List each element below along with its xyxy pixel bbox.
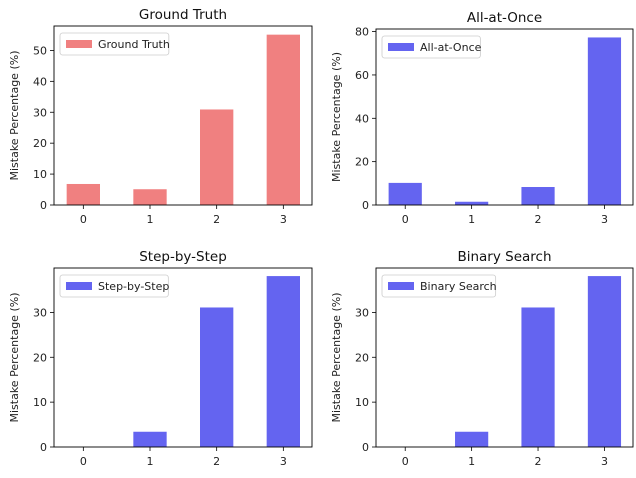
legend-swatch (66, 40, 92, 48)
bar (266, 276, 300, 447)
y-tick-label: 0 (40, 441, 47, 454)
legend: Step-by-Step (59, 274, 169, 298)
x-tick-label: 0 (402, 455, 409, 468)
y-tick-label: 80 (355, 26, 369, 39)
legend-box (59, 32, 170, 56)
y-axis-label: Mistake Percentage (%) (8, 293, 21, 423)
y-tick-label: 60 (355, 69, 369, 82)
x-tick-label: 3 (601, 213, 608, 226)
legend-swatch (388, 282, 414, 290)
subplot-title: All-at-Once (467, 10, 542, 26)
x-tick-label: 0 (80, 213, 87, 226)
legend: Ground Truth (59, 32, 170, 56)
y-tick-label: 30 (33, 306, 47, 319)
legend: All-at-Once (381, 35, 482, 59)
legend: Binary Search (381, 274, 497, 298)
bar (266, 34, 300, 205)
x-tick-label: 1 (147, 455, 154, 468)
x-tick-label: 3 (280, 213, 287, 226)
legend-label: All-at-Once (420, 41, 482, 54)
bar (133, 431, 167, 447)
y-tick-label: 20 (33, 137, 47, 150)
x-tick-label: 2 (213, 213, 220, 226)
legend-label: Ground Truth (98, 38, 170, 51)
legend-label: Step-by-Step (98, 280, 169, 293)
bar (455, 201, 489, 205)
y-tick-label: 20 (33, 351, 47, 364)
y-tick-label: 10 (33, 168, 47, 181)
legend-swatch (388, 43, 414, 51)
bar (200, 307, 234, 447)
y-tick-label: 50 (33, 44, 47, 57)
subplot-title: Step-by-Step (139, 249, 227, 265)
x-tick-label: 1 (468, 455, 475, 468)
y-tick-label: 0 (40, 199, 47, 212)
y-axis-label: Mistake Percentage (%) (330, 52, 343, 182)
x-tick-label: 0 (402, 213, 409, 226)
x-tick-label: 3 (280, 455, 287, 468)
y-tick-label: 40 (33, 75, 47, 88)
x-tick-label: 2 (213, 455, 220, 468)
x-tick-label: 3 (601, 455, 608, 468)
bar (521, 187, 555, 205)
x-tick-label: 2 (535, 455, 542, 468)
bar (66, 183, 100, 205)
x-tick-label: 0 (80, 455, 87, 468)
y-tick-label: 40 (355, 112, 369, 125)
bar (388, 182, 422, 205)
subplot-1: 0 1 2 3 0 20 40 60 80 All-at-Once Mistake Percenta… (330, 10, 634, 226)
legend-box (381, 274, 497, 298)
legend-swatch (66, 282, 92, 290)
bar (200, 109, 234, 205)
y-axis-label: Mistake Percentage (%) (330, 293, 343, 423)
x-tick-label: 2 (535, 213, 542, 226)
bar (587, 276, 622, 447)
y-tick-label: 10 (33, 396, 47, 409)
subplot-title: Ground Truth (139, 7, 227, 23)
bar (455, 431, 489, 447)
subplot-title: Binary Search (457, 249, 551, 265)
bar (521, 307, 555, 447)
bar (133, 189, 167, 205)
y-tick-label: 0 (362, 199, 369, 212)
y-tick-label: 20 (355, 156, 369, 169)
y-tick-label: 30 (33, 106, 47, 119)
x-tick-label: 1 (468, 213, 475, 226)
legend-label: Binary Search (420, 280, 497, 293)
legend-box (59, 274, 169, 298)
axes-frame (375, 28, 634, 206)
y-tick-label: 30 (355, 306, 369, 319)
legend-box (381, 35, 481, 59)
y-tick-label: 0 (362, 441, 369, 454)
y-axis-label: Mistake Percentage (%) (8, 51, 21, 181)
y-tick-label: 20 (355, 351, 369, 364)
y-tick-label: 10 (355, 396, 369, 409)
bar (587, 37, 622, 205)
axes-frame (53, 25, 313, 206)
x-tick-label: 1 (147, 213, 154, 226)
